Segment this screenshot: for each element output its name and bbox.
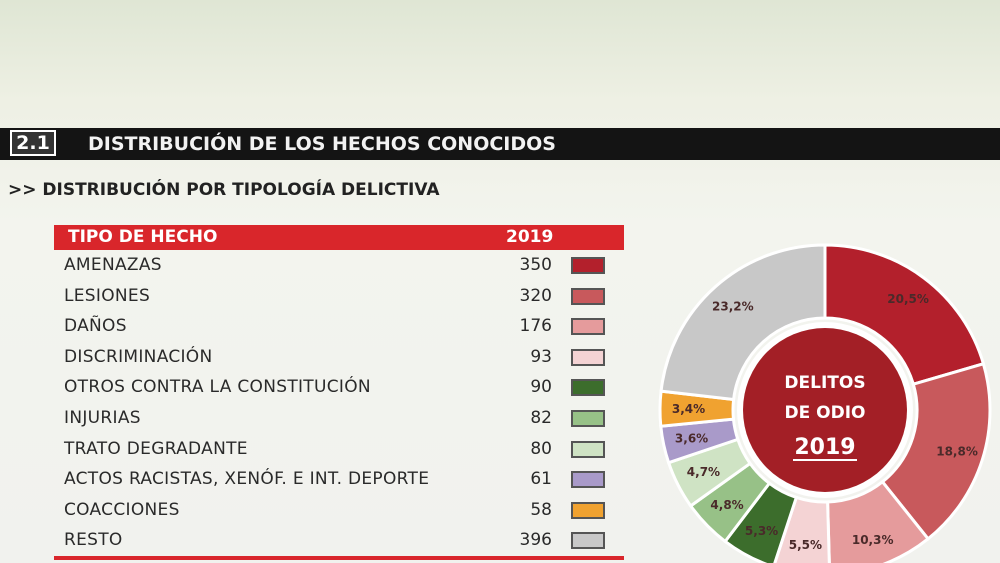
center-label-line-2: DE ODIO: [785, 403, 866, 423]
year-column-header: 2019: [506, 227, 554, 247]
legend-swatch: [571, 287, 605, 305]
center-label-line-1: DELITOS: [784, 373, 865, 393]
slice-percent-label: 3,4%: [672, 402, 705, 416]
row-value: 320: [519, 285, 552, 306]
section-number: 2.1: [10, 130, 56, 156]
row-value: 176: [519, 316, 552, 337]
slice-percent-label: 5,3%: [745, 524, 778, 538]
legend-swatch: [571, 440, 605, 458]
donut-slice: [659, 243, 827, 402]
center-year: 2019: [794, 435, 855, 460]
table-row: AMENAZAS 350: [54, 250, 624, 281]
row-label: AMENAZAS: [64, 255, 162, 275]
row-label: INJURIAS: [64, 407, 141, 428]
row-value: 396: [519, 530, 552, 551]
crime-type-table: TIPO DE HECHO 2019 AMENAZAS 350 LESIONES 32…: [54, 225, 624, 560]
type-column-header: TIPO DE HECHO: [68, 227, 218, 247]
row-value: 93: [530, 346, 552, 367]
legend-swatch: [571, 501, 605, 519]
table-row: DAÑOS 176: [54, 311, 624, 342]
table-row: DISCRIMINACIÓN 93: [54, 342, 624, 373]
legend-swatch: [571, 318, 605, 336]
donut-slice: [773, 495, 831, 563]
slice-percent-label: 10,3%: [852, 533, 894, 547]
section-title: DISTRIBUCIÓN DE LOS HECHOS CONOCIDOS: [88, 133, 556, 155]
table-row: ACTOS RACISTAS, XENÓF. E INT. DEPORTE 61: [54, 464, 624, 495]
donut-slice: [823, 243, 986, 387]
table-row: OTROS CONTRA LA CONSTITUCIÓN 90: [54, 372, 624, 403]
slice-percent-label: 4,8%: [710, 498, 743, 512]
section-header: 2.1 DISTRIBUCIÓN DE LOS HECHOS CONOCIDOS: [0, 128, 1000, 160]
legend-swatch: [571, 348, 605, 366]
row-label: DAÑOS: [64, 316, 127, 337]
row-label: OTROS CONTRA LA CONSTITUCIÓN: [64, 377, 371, 398]
slice-percent-label: 3,6%: [675, 432, 708, 446]
slice-percent-label: 18,8%: [936, 445, 978, 459]
table-row: LESIONES 320: [54, 281, 624, 312]
row-value: 90: [530, 377, 552, 398]
legend-swatch: [571, 471, 605, 489]
row-value: 350: [519, 255, 552, 275]
row-value: 61: [530, 469, 552, 490]
table-row: RESTO 396: [54, 525, 624, 556]
donut-chart: 20,5% 18,8% 10,3% 5,5% 5,3%4,8% 4,7% 3,6% 3,4% 2…: [658, 243, 992, 563]
row-label: DISCRIMINACIÓN: [64, 346, 213, 367]
row-value: 82: [530, 407, 552, 428]
table-footer-line: [54, 555, 624, 560]
subheading: >> DISTRIBUCIÓN POR TIPOLOGÍA DELICTIVA: [8, 180, 440, 200]
legend-swatch: [571, 379, 605, 397]
center-circle: [743, 328, 907, 492]
slice-percent-label: 4,7%: [687, 465, 720, 479]
row-label: TRATO DEGRADANTE: [64, 438, 248, 459]
slice-percent-label: 5,5%: [789, 538, 822, 552]
legend-swatch: [571, 409, 605, 427]
legend-swatch: [571, 532, 605, 550]
table-body: AMENAZAS 350 LESIONES 320 DAÑOS 176 DISCRIMINA…: [54, 250, 624, 556]
row-label: COACCIONES: [64, 499, 180, 520]
row-value: 58: [530, 499, 552, 520]
legend-swatch: [571, 257, 605, 274]
table-header: TIPO DE HECHO 2019: [54, 225, 624, 250]
donut-slice: [826, 479, 931, 563]
row-label: LESIONES: [64, 285, 151, 306]
table-row: TRATO DEGRADANTE 80: [54, 434, 624, 465]
row-value: 80: [530, 438, 552, 459]
donut-slice: [880, 361, 992, 541]
row-label: ACTOS RACISTAS, XENÓF. E INT. DEPORTE: [64, 469, 430, 490]
table-row: INJURIAS 82: [54, 403, 624, 434]
table-row: COACCIONES 58: [54, 495, 624, 526]
row-label: RESTO: [64, 530, 123, 551]
slice-percent-label: 20,5%: [887, 292, 929, 306]
slice-percent-label: 23,2%: [712, 300, 754, 314]
